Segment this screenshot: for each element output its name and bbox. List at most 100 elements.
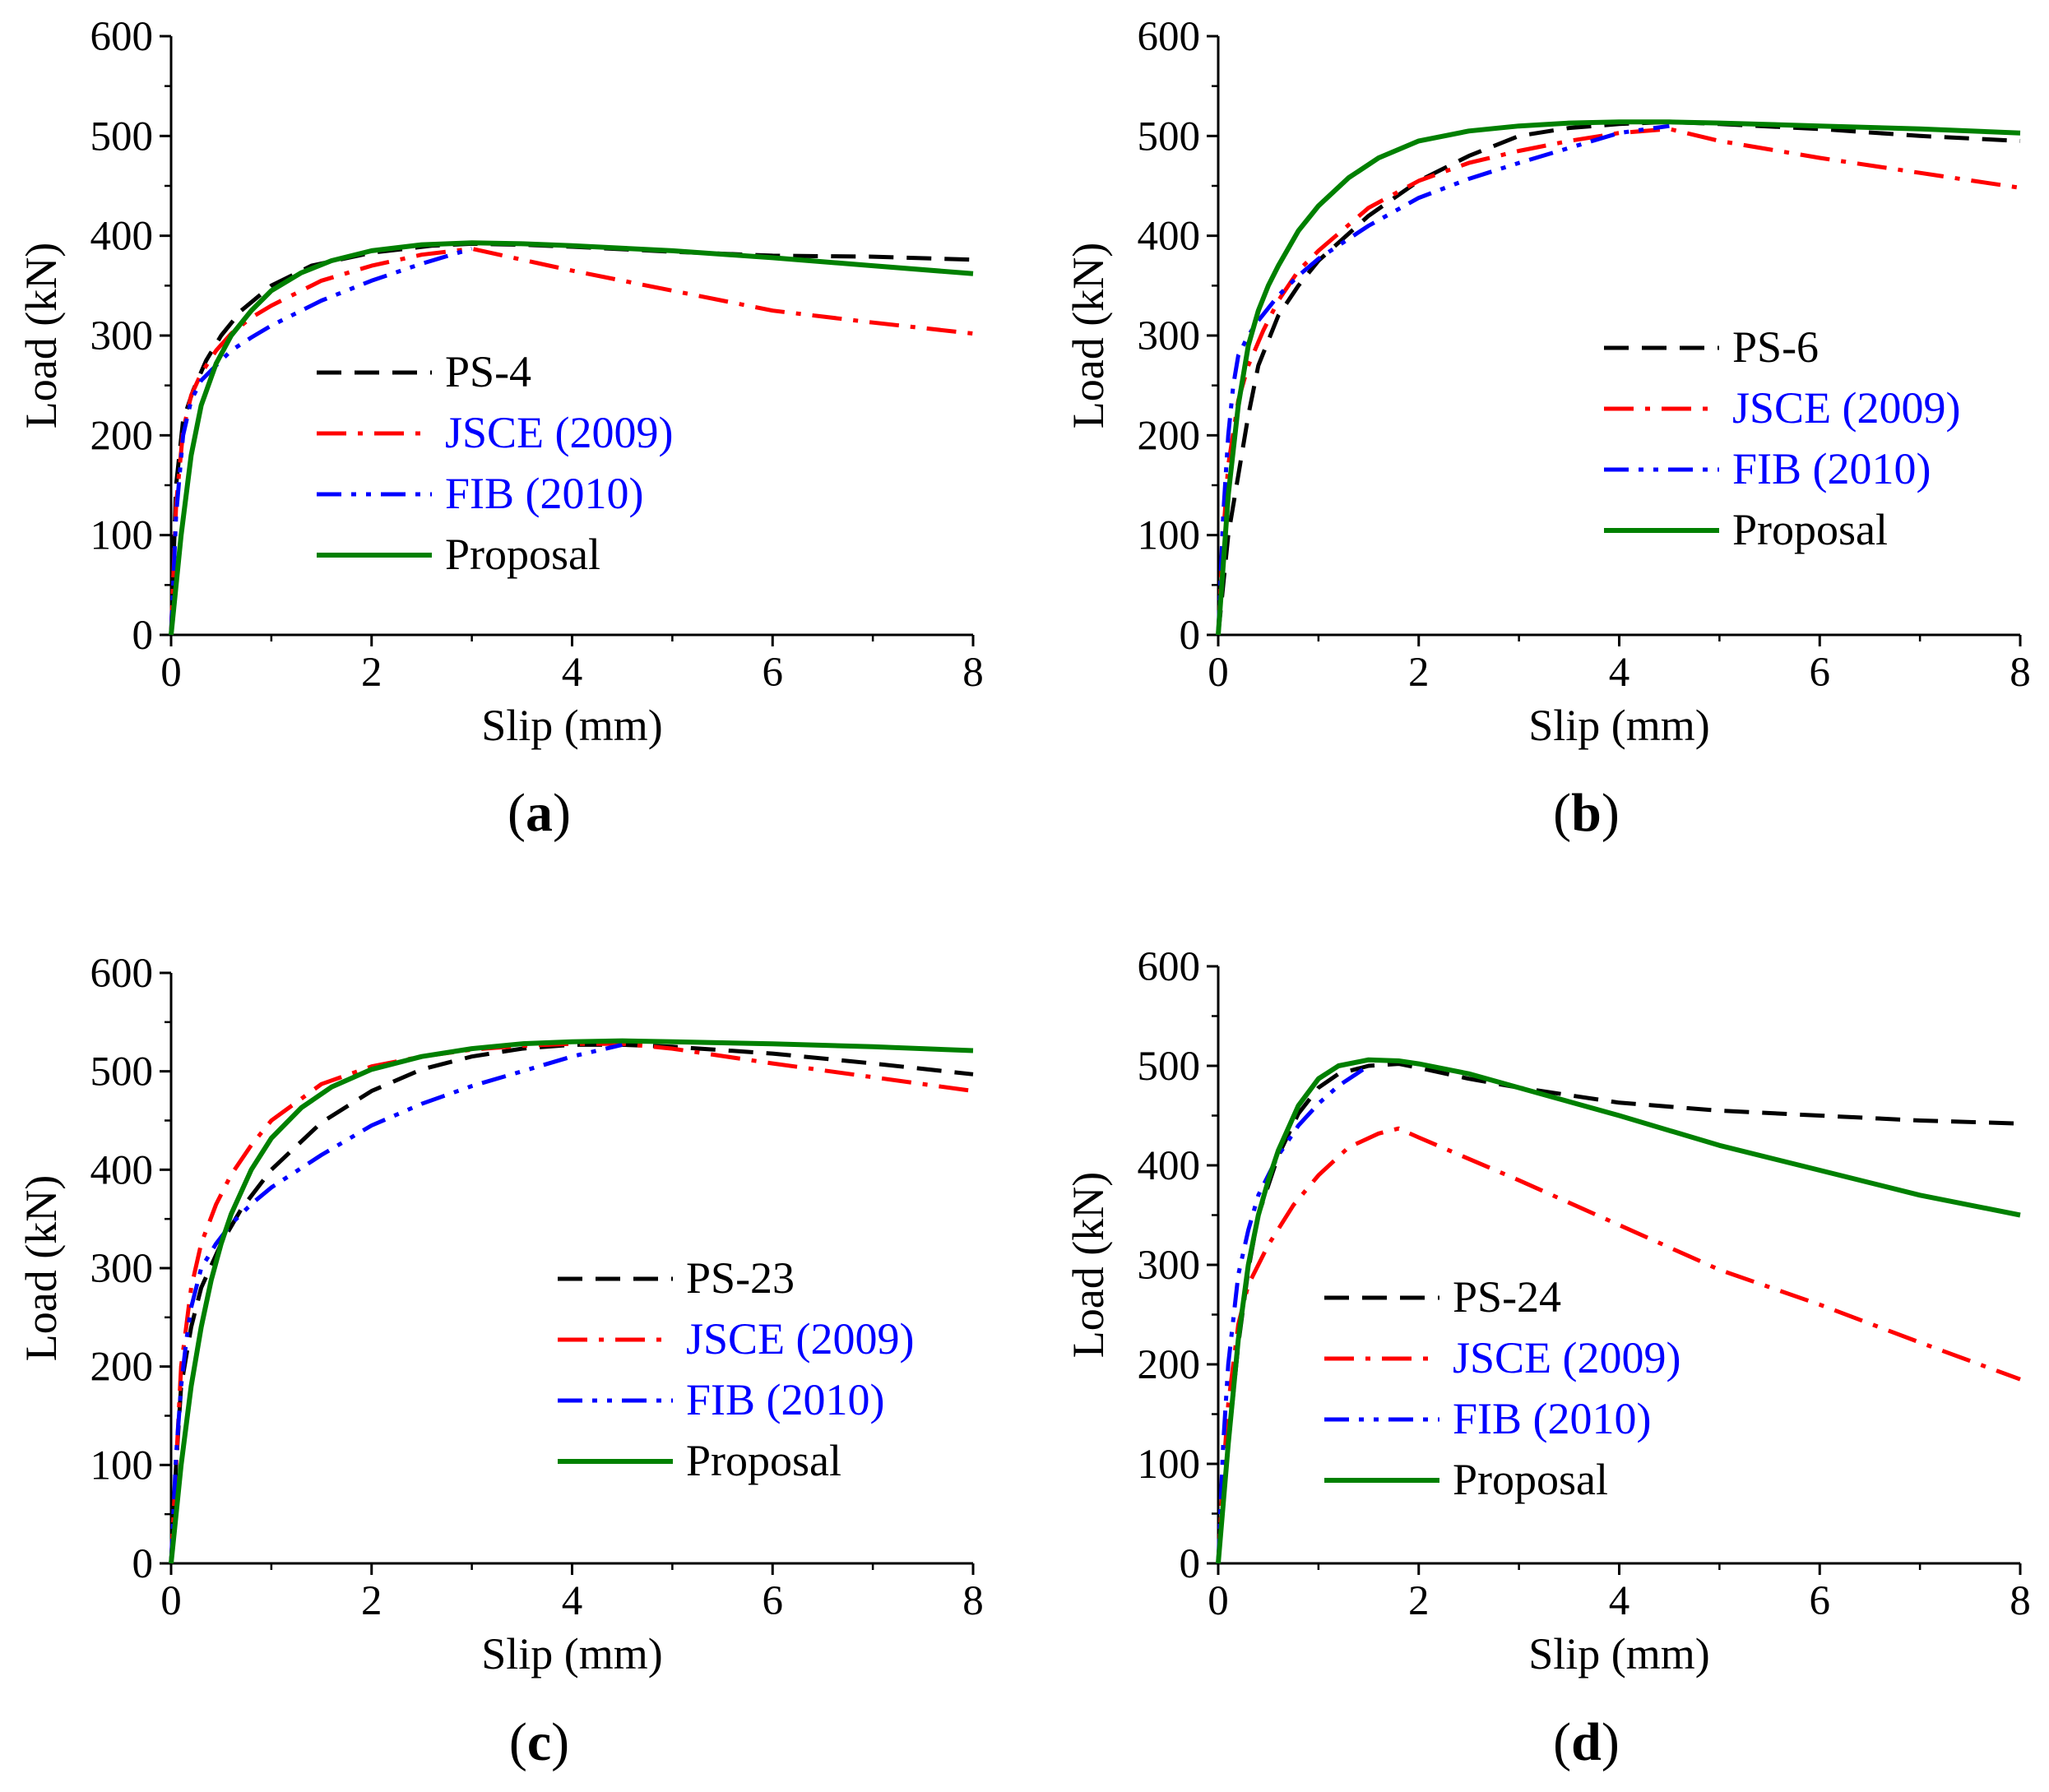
- x-tick-label: 4: [1609, 650, 1630, 696]
- x-tick-label: 0: [1208, 1578, 1229, 1624]
- y-tick-label: 200: [1138, 413, 1201, 459]
- legend-label: JSCE (2009): [445, 408, 674, 457]
- panel-b: 0 100 200 300 400 500 600 0 2 4 6 8 Slip (mm) Load (k…: [1064, 14, 2031, 843]
- y-tick-label: 400: [1138, 214, 1201, 260]
- legend-label: Proposal: [686, 1436, 841, 1485]
- panel-d: 0 100 200 300 400 500 600 0 2 4 6 8 Slip (mm) Load (k…: [1064, 944, 2031, 1772]
- legend-label: PS-6: [1732, 322, 1819, 372]
- x-tick-label: 2: [1408, 1578, 1430, 1624]
- legend-label: PS-24: [1453, 1272, 1561, 1322]
- legend-label: PS-23: [686, 1253, 795, 1303]
- y-axis-title: Load (kN): [16, 243, 66, 428]
- x-tick-label: 2: [361, 650, 382, 696]
- series-line-fib: [169, 1042, 623, 1564]
- y-tick-label: 300: [1138, 313, 1201, 359]
- x-axis-title: Slip (mm): [1528, 701, 1710, 750]
- y-tick-label: 600: [90, 951, 154, 997]
- x-tick-label: 4: [562, 650, 583, 696]
- x-tick-label: 0: [160, 650, 182, 696]
- series-line-fib: [1216, 1063, 1370, 1564]
- x-axis-title: Slip (mm): [481, 1629, 663, 1679]
- x-tick-label: 4: [562, 1578, 583, 1624]
- panel-label: (c): [509, 1712, 569, 1772]
- y-tick-label: 200: [1138, 1342, 1201, 1388]
- y-tick-label: 100: [90, 513, 154, 559]
- legend-label: PS-4: [445, 347, 531, 396]
- series-line-proposal: [169, 1038, 974, 1564]
- y-tick-label: 500: [1138, 1044, 1201, 1090]
- series-line-proposal: [1216, 1057, 2021, 1564]
- y-tick-label: 0: [132, 613, 154, 659]
- legend-label: FIB (2010): [1732, 444, 1931, 493]
- series-line-proposal: [1216, 119, 2021, 636]
- y-tick-label: 200: [90, 413, 154, 459]
- legend-label: FIB (2010): [445, 469, 644, 518]
- series-line-jsce: [169, 246, 974, 636]
- y-tick-label: 0: [1180, 613, 1201, 659]
- x-tick-label: 8: [962, 1578, 984, 1624]
- legend: PS-23 JSCE (2009) FIB (2010) Proposal: [558, 1253, 915, 1485]
- series-line-exp: [1216, 1062, 2021, 1564]
- y-tick-label: 100: [1138, 513, 1201, 559]
- x-tick-label: 6: [1810, 1578, 1831, 1624]
- x-tick-label: 2: [1408, 650, 1430, 696]
- x-tick-label: 8: [2010, 1578, 2031, 1624]
- series-line-exp: [169, 1042, 974, 1564]
- series-line-fib: [169, 247, 473, 636]
- y-tick-label: 600: [90, 14, 154, 60]
- x-tick-label: 6: [1810, 650, 1831, 696]
- legend-label: JSCE (2009): [686, 1314, 915, 1364]
- y-tick-label: 600: [1138, 944, 1201, 990]
- y-axis-title: Load (kN): [1064, 1172, 1113, 1358]
- legend: PS-24 JSCE (2009) FIB (2010) Proposal: [1324, 1272, 1681, 1504]
- x-axis-title: Slip (mm): [1528, 1629, 1710, 1679]
- y-axis-title: Load (kN): [1064, 243, 1113, 428]
- y-tick-label: 100: [90, 1442, 154, 1489]
- x-tick-label: 8: [2010, 650, 2031, 696]
- series-line-jsce: [169, 1041, 974, 1564]
- y-tick-label: 400: [1138, 1143, 1201, 1189]
- legend-label: Proposal: [445, 530, 600, 579]
- y-tick-label: 400: [90, 1147, 154, 1193]
- x-tick-label: 6: [763, 1578, 784, 1624]
- panel-label: (a): [508, 783, 571, 843]
- y-tick-label: 300: [90, 313, 154, 359]
- y-tick-label: 100: [1138, 1442, 1201, 1488]
- legend-label: FIB (2010): [686, 1375, 885, 1424]
- legend-label: JSCE (2009): [1453, 1333, 1681, 1382]
- y-tick-label: 500: [1138, 113, 1201, 160]
- y-tick-label: 500: [90, 1049, 154, 1095]
- panel-label: (b): [1553, 783, 1620, 843]
- x-tick-label: 6: [763, 650, 784, 696]
- y-tick-label: 300: [1138, 1243, 1201, 1289]
- legend-label: Proposal: [1453, 1455, 1608, 1504]
- y-tick-label: 300: [90, 1246, 154, 1292]
- panel-c: 0 100 200 300 400 500 600 0 2 4 6 8 Slip (mm) Load (k…: [16, 951, 984, 1772]
- series-line-jsce: [1216, 1126, 2021, 1564]
- series-line-exp: [1216, 119, 2021, 636]
- y-tick-label: 0: [132, 1541, 154, 1587]
- x-tick-label: 0: [160, 1578, 182, 1624]
- y-tick-label: 400: [90, 214, 154, 260]
- panel-label: (d): [1553, 1712, 1620, 1772]
- x-tick-label: 8: [962, 650, 984, 696]
- x-tick-label: 4: [1609, 1578, 1630, 1624]
- panel-a: 0 100 200 300 400 500 600 0 2 4 6 8 Slip (mm) Load (k…: [16, 14, 984, 843]
- x-tick-label: 0: [1208, 650, 1229, 696]
- legend: PS-4 JSCE (2009) FIB (2010) Proposal: [317, 347, 674, 579]
- series-line-jsce: [1216, 127, 2021, 636]
- x-axis-title: Slip (mm): [481, 701, 663, 750]
- legend: PS-6 JSCE (2009) FIB (2010) Proposal: [1604, 322, 1961, 554]
- legend-label: FIB (2010): [1453, 1394, 1652, 1443]
- series-line-proposal: [169, 240, 974, 636]
- y-tick-label: 500: [90, 113, 154, 160]
- x-tick-label: 2: [361, 1578, 382, 1624]
- y-tick-label: 600: [1138, 14, 1201, 60]
- legend-label: Proposal: [1732, 505, 1888, 554]
- y-tick-label: 200: [90, 1345, 154, 1391]
- y-axis-title: Load (kN): [16, 1175, 66, 1361]
- legend-label: JSCE (2009): [1732, 383, 1961, 433]
- y-tick-label: 0: [1180, 1541, 1201, 1587]
- series-line-fib: [1216, 123, 1670, 636]
